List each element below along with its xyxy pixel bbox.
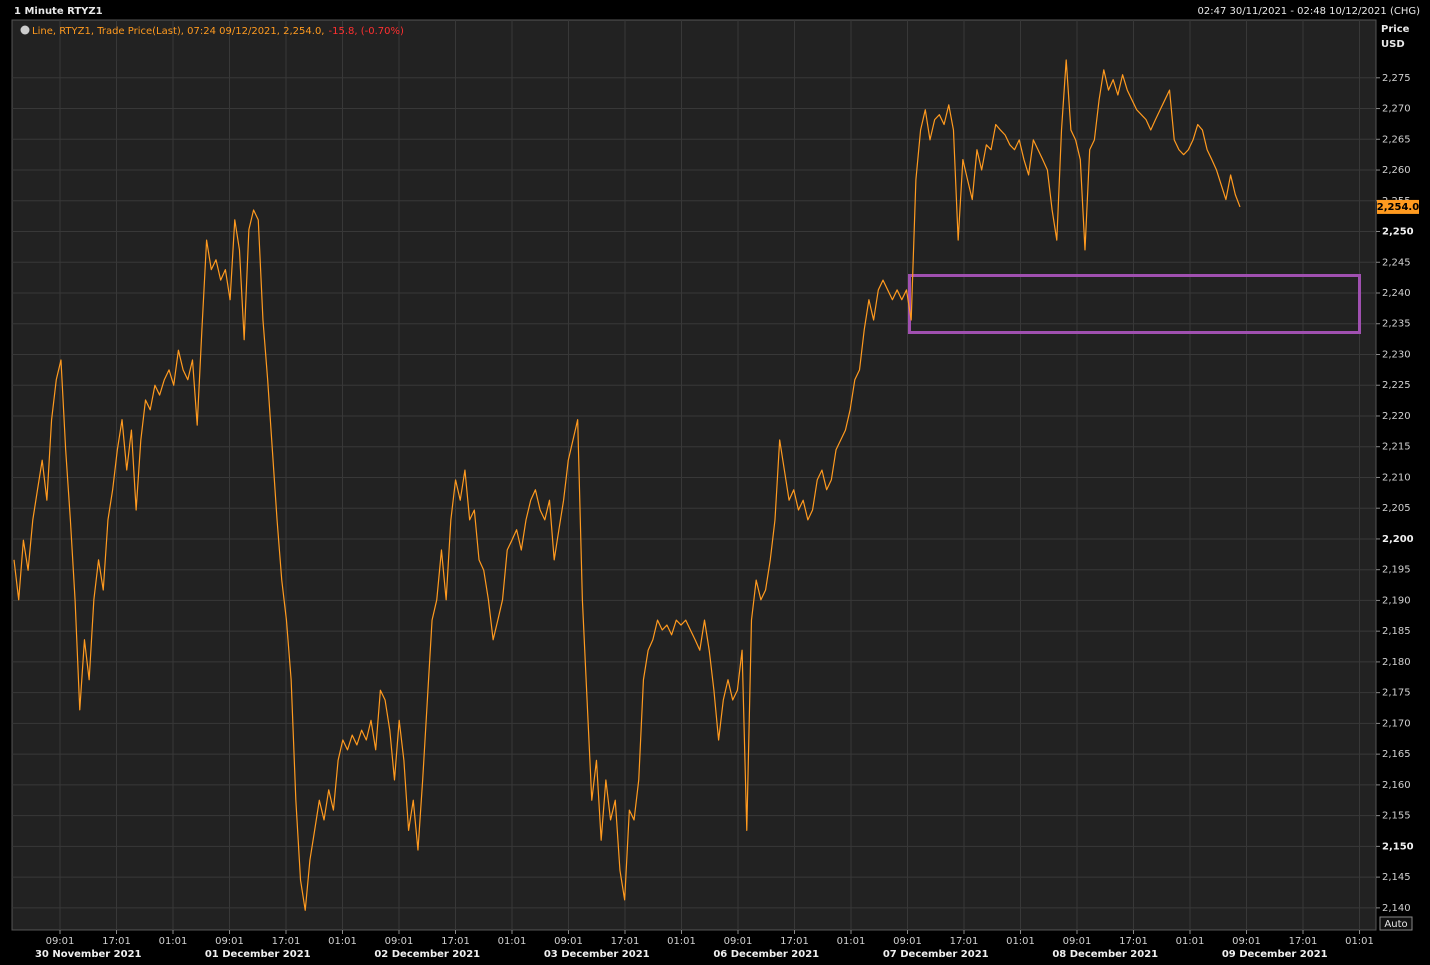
y-tick-label: 2,155 xyxy=(1382,811,1411,822)
x-tick-label: 01:01 xyxy=(1006,936,1035,947)
x-tick-label: 01:01 xyxy=(1176,936,1205,947)
y-tick-label: 2,190 xyxy=(1382,595,1411,606)
x-date-label: 09 December 2021 xyxy=(1222,949,1328,960)
y-tick-label: 2,210 xyxy=(1382,472,1411,483)
x-date-label: 02 December 2021 xyxy=(374,949,480,960)
x-tick-label: 01:01 xyxy=(667,936,696,947)
y-tick-label: 2,170 xyxy=(1382,718,1411,729)
x-tick-label: 01:01 xyxy=(498,936,527,947)
y-tick-label: 2,275 xyxy=(1382,73,1411,84)
x-date-label: 07 December 2021 xyxy=(883,949,989,960)
x-tick-label: 01:01 xyxy=(1345,936,1374,947)
y-tick-label: 2,180 xyxy=(1382,657,1411,668)
y-tick-label: 2,245 xyxy=(1382,257,1411,268)
x-tick-label: 17:01 xyxy=(1119,936,1148,947)
y-tick-label: 2,185 xyxy=(1382,626,1411,637)
auto-button[interactable] xyxy=(1379,916,1413,931)
x-tick-label: 17:01 xyxy=(1289,936,1318,947)
x-tick-label: 09:01 xyxy=(724,936,753,947)
legend-text: Line, RTYZ1, Trade Price(Last), 07:24 09… xyxy=(32,26,404,37)
x-tick-label: 17:01 xyxy=(780,936,809,947)
y-tick-label: 2,225 xyxy=(1382,380,1411,391)
x-tick-label: 17:01 xyxy=(102,936,131,947)
legend-change: -15.8, (-0.70%) xyxy=(329,26,405,37)
last-price-label: 2,254.0 xyxy=(1377,202,1419,213)
x-tick-label: 17:01 xyxy=(441,936,470,947)
x-tick-label: 01:01 xyxy=(328,936,357,947)
x-tick-label: 17:01 xyxy=(950,936,979,947)
auto-button-label[interactable]: Auto xyxy=(1384,919,1407,930)
x-tick-label: 09:01 xyxy=(215,936,244,947)
y-tick-label: 2,205 xyxy=(1382,503,1411,514)
x-tick-label: 01:01 xyxy=(159,936,188,947)
y-tick-label: 2,145 xyxy=(1382,872,1411,883)
y-tick-label: 2,260 xyxy=(1382,165,1411,176)
last-price-box xyxy=(1377,199,1419,214)
grid xyxy=(12,20,1376,930)
y-tick-label: 2,250 xyxy=(1382,227,1414,238)
y-tick-label: 2,165 xyxy=(1382,749,1411,760)
y-tick-label: 2,235 xyxy=(1382,319,1411,330)
x-tick-label: 09:01 xyxy=(554,936,583,947)
y-tick-label: 2,215 xyxy=(1382,442,1411,453)
plot-area xyxy=(12,20,1376,930)
legend-icon xyxy=(20,25,30,35)
y-tick-label: 2,140 xyxy=(1382,903,1411,914)
y-axis-label: Price xyxy=(1381,24,1410,35)
x-date-label: 01 December 2021 xyxy=(205,949,311,960)
x-date-label: 06 December 2021 xyxy=(713,949,819,960)
x-date-label: 30 November 2021 xyxy=(35,949,142,960)
x-tick-label: 17:01 xyxy=(272,936,301,947)
y-tick-label: 2,265 xyxy=(1382,134,1411,145)
y-tick-label: 2,160 xyxy=(1382,780,1411,791)
y-tick-label: 2,175 xyxy=(1382,688,1411,699)
x-date-label: 03 December 2021 xyxy=(544,949,650,960)
y-axis-unit: USD xyxy=(1381,39,1405,50)
y-tick-label: 2,270 xyxy=(1382,104,1411,115)
x-tick-label: 01:01 xyxy=(837,936,866,947)
highlight-box xyxy=(908,274,1361,334)
x-tick-label: 09:01 xyxy=(1232,936,1261,947)
x-tick-label: 09:01 xyxy=(1063,936,1092,947)
legend-main: Line, RTYZ1, Trade Price(Last), 07:24 09… xyxy=(32,26,325,37)
plot-border xyxy=(11,19,1377,931)
y-tick-label: 2,220 xyxy=(1382,411,1411,422)
y-tick-label: 2,240 xyxy=(1382,288,1411,299)
y-tick-label: 2,195 xyxy=(1382,565,1411,576)
range-text: 02:47 30/11/2021 - 02:48 10/12/2021 (CHG… xyxy=(1198,6,1421,17)
price-line xyxy=(13,59,1241,911)
chart-title: 1 Minute RTYZ1 xyxy=(14,6,103,17)
x-tick-label: 09:01 xyxy=(893,936,922,947)
x-tick-label: 09:01 xyxy=(46,936,75,947)
y-tick-label: 2,200 xyxy=(1382,534,1414,545)
x-tick-label: 09:01 xyxy=(385,936,414,947)
x-tick-label: 17:01 xyxy=(611,936,640,947)
y-tick-label: 2,150 xyxy=(1382,841,1414,852)
y-tick-label: 2,230 xyxy=(1382,349,1411,360)
x-date-label: 08 December 2021 xyxy=(1052,949,1158,960)
